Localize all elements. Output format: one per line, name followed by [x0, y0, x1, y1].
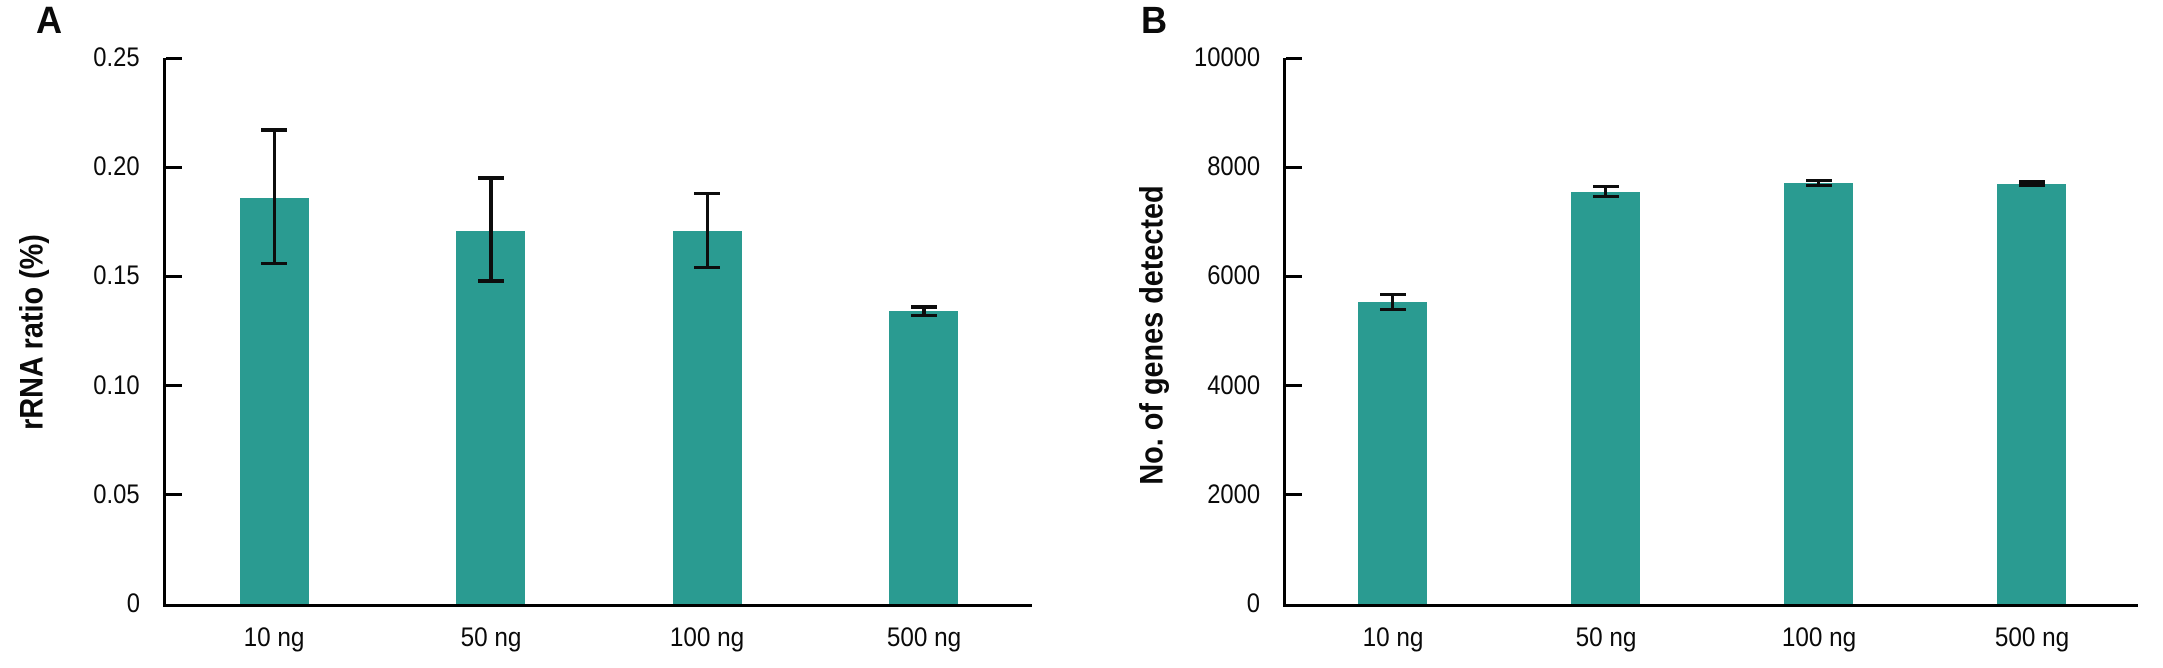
y-tick-label: 4000 [1207, 369, 1260, 400]
y-tick-label: 0.15 [93, 260, 140, 291]
error-bar-cap [694, 265, 721, 270]
error-bar-cap [1592, 194, 1619, 199]
x-tick-label: 500 ng [1994, 622, 2069, 652]
y-tick-mark [1286, 56, 1302, 60]
error-bar-cap [477, 176, 504, 180]
x-tick-label: 10 ng [1362, 622, 1423, 652]
error-bar-cap [261, 128, 288, 132]
y-tick-label: 2000 [1207, 478, 1260, 509]
y-tick-label: 6000 [1207, 260, 1260, 291]
error-bar-cap [694, 191, 721, 196]
x-tick-label: 100 ng [670, 622, 745, 652]
error-bar-cap [910, 305, 937, 309]
x-tick-label: 500 ng [886, 622, 961, 652]
x-tick-label: 50 ng [1575, 622, 1636, 652]
y-tick-mark [166, 274, 182, 278]
error-bar-cap [1805, 183, 1832, 188]
error-bar-cap [2018, 180, 2045, 184]
x-tick-label: 10 ng [243, 622, 305, 652]
error-bar-cap [910, 313, 937, 318]
y-tick-mark [1286, 274, 1302, 278]
y-tick-mark [166, 493, 182, 497]
y-tick-mark [166, 56, 182, 60]
error-bar-cap [261, 261, 288, 266]
y-tick-label: 0.20 [93, 151, 140, 182]
panel-b-label: B [1141, 0, 1168, 42]
error-bar-stem [489, 178, 493, 281]
y-tick-mark [166, 384, 182, 388]
bar [1571, 191, 1640, 604]
y-tick-label: 0.10 [93, 369, 140, 400]
error-bar-stem [1816, 180, 1821, 186]
y-tick-label: 10000 [1193, 41, 1260, 72]
y-tick-mark [1286, 384, 1302, 388]
y-tick-label: 0.25 [93, 41, 140, 72]
bar [1358, 302, 1427, 604]
y-tick-label: 0 [1246, 587, 1260, 618]
x-tick-label: 100 ng [1781, 622, 1856, 652]
bar [239, 197, 309, 604]
error-bar-stem [922, 306, 926, 316]
panel-a-label: A [36, 0, 63, 42]
panel-a-plot-area: 0 0.05 0.10 0.15 0.20 0.25 10 ng 50 ng 100 ng 500… [94, 43, 1032, 651]
x-tick-label: 50 ng [460, 622, 522, 652]
y-tick-label: 0.05 [93, 478, 140, 509]
y-tick-mark [166, 165, 182, 169]
error-bar-stem [705, 193, 709, 268]
panel-b-y-axis-title: No. of genes detected [1133, 185, 1170, 485]
error-bar-cap [477, 279, 504, 283]
y-tick-label: 0 [126, 587, 140, 618]
bar [672, 230, 742, 604]
bar [1997, 183, 2066, 604]
error-bar-cap [2018, 183, 2045, 187]
y-tick-mark [1286, 493, 1302, 497]
panel-a-y-axis-title: rRNA ratio (%) [13, 234, 50, 430]
y-tick-mark [1286, 165, 1302, 169]
error-bar-cap [1379, 307, 1406, 312]
bar [1784, 183, 1853, 604]
bar [889, 311, 959, 604]
error-bar-stem [1603, 186, 1608, 197]
error-bar-stem [272, 130, 276, 264]
error-bar-cap [1592, 184, 1619, 189]
y-tick-label: 8000 [1207, 151, 1260, 182]
panel-b-plot-area: 0 2000 4000 6000 8000 10000 10 ng 50 ng 100 ng 50… [1194, 43, 2138, 651]
error-bar-cap [1379, 292, 1406, 297]
bar [456, 230, 526, 604]
error-bar-cap [1805, 178, 1832, 183]
error-bar-stem [1390, 294, 1395, 310]
